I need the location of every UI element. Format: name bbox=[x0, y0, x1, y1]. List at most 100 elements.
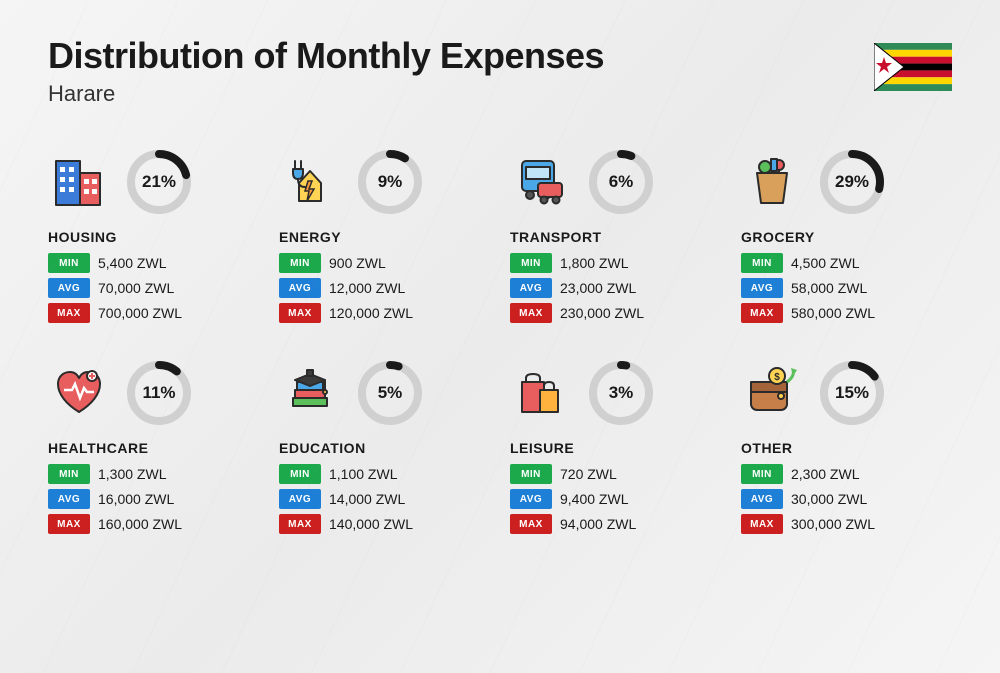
max-badge: MAX bbox=[279, 514, 321, 534]
max-badge: MAX bbox=[48, 514, 90, 534]
percent-label: 3% bbox=[609, 383, 634, 403]
category-name: GROCERY bbox=[741, 229, 952, 245]
svg-text:$: $ bbox=[774, 372, 780, 383]
category-name: EDUCATION bbox=[279, 440, 490, 456]
avg-badge: AVG bbox=[48, 278, 90, 298]
stat-row-avg: AVG 58,000 ZWL bbox=[741, 278, 952, 298]
min-badge: MIN bbox=[510, 464, 552, 484]
percent-label: 6% bbox=[609, 172, 634, 192]
avg-value: 23,000 ZWL bbox=[560, 280, 636, 296]
stat-row-avg: AVG 9,400 ZWL bbox=[510, 489, 721, 509]
category-name: TRANSPORT bbox=[510, 229, 721, 245]
category-card: 9% ENERGY MIN 900 ZWL AVG 12,000 ZWL MAX… bbox=[279, 147, 490, 328]
energy-icon bbox=[279, 151, 341, 213]
avg-badge: AVG bbox=[510, 489, 552, 509]
transport-icon bbox=[510, 151, 572, 213]
stat-row-max: MAX 580,000 ZWL bbox=[741, 303, 952, 323]
avg-badge: AVG bbox=[279, 489, 321, 509]
stat-row-avg: AVG 16,000 ZWL bbox=[48, 489, 259, 509]
stat-row-avg: AVG 70,000 ZWL bbox=[48, 278, 259, 298]
categories-grid: 21% HOUSING MIN 5,400 ZWL AVG 70,000 ZWL… bbox=[48, 147, 952, 539]
min-badge: MIN bbox=[279, 253, 321, 273]
category-name: HOUSING bbox=[48, 229, 259, 245]
min-badge: MIN bbox=[510, 253, 552, 273]
max-badge: MAX bbox=[741, 514, 783, 534]
percent-label: 29% bbox=[835, 172, 869, 192]
percent-label: 21% bbox=[142, 172, 176, 192]
avg-value: 9,400 ZWL bbox=[560, 491, 628, 507]
min-badge: MIN bbox=[741, 253, 783, 273]
min-value: 900 ZWL bbox=[329, 255, 386, 271]
max-badge: MAX bbox=[510, 514, 552, 534]
category-name: OTHER bbox=[741, 440, 952, 456]
avg-value: 70,000 ZWL bbox=[98, 280, 174, 296]
avg-value: 14,000 ZWL bbox=[329, 491, 405, 507]
max-value: 120,000 ZWL bbox=[329, 305, 413, 321]
avg-badge: AVG bbox=[279, 278, 321, 298]
max-badge: MAX bbox=[279, 303, 321, 323]
category-card: 6% TRANSPORT MIN 1,800 ZWL AVG 23,000 ZW… bbox=[510, 147, 721, 328]
max-value: 580,000 ZWL bbox=[791, 305, 875, 321]
percent-ring: 6% bbox=[586, 147, 656, 217]
education-icon bbox=[279, 362, 341, 424]
category-card: 11% HEALTHCARE MIN 1,300 ZWL AVG 16,000 … bbox=[48, 358, 259, 539]
avg-badge: AVG bbox=[48, 489, 90, 509]
other-icon: $ bbox=[741, 362, 803, 424]
min-value: 5,400 ZWL bbox=[98, 255, 166, 271]
avg-value: 16,000 ZWL bbox=[98, 491, 174, 507]
max-value: 94,000 ZWL bbox=[560, 516, 636, 532]
category-name: ENERGY bbox=[279, 229, 490, 245]
stat-row-min: MIN 900 ZWL bbox=[279, 253, 490, 273]
stat-row-max: MAX 300,000 ZWL bbox=[741, 514, 952, 534]
category-card: 21% HOUSING MIN 5,400 ZWL AVG 70,000 ZWL… bbox=[48, 147, 259, 328]
min-value: 4,500 ZWL bbox=[791, 255, 859, 271]
page-subtitle: Harare bbox=[48, 81, 952, 107]
percent-ring: 5% bbox=[355, 358, 425, 428]
stat-row-min: MIN 720 ZWL bbox=[510, 464, 721, 484]
min-badge: MIN bbox=[279, 464, 321, 484]
max-value: 700,000 ZWL bbox=[98, 305, 182, 321]
category-card: $ 15% OTHER MIN 2,300 ZWL AVG 30,000 ZWL… bbox=[741, 358, 952, 539]
percent-ring: 11% bbox=[124, 358, 194, 428]
stat-row-min: MIN 1,800 ZWL bbox=[510, 253, 721, 273]
max-value: 300,000 ZWL bbox=[791, 516, 875, 532]
percent-label: 9% bbox=[378, 172, 403, 192]
leisure-icon bbox=[510, 362, 572, 424]
stat-row-max: MAX 94,000 ZWL bbox=[510, 514, 721, 534]
category-name: HEALTHCARE bbox=[48, 440, 259, 456]
min-value: 1,300 ZWL bbox=[98, 466, 166, 482]
category-card: 3% LEISURE MIN 720 ZWL AVG 9,400 ZWL MAX… bbox=[510, 358, 721, 539]
stat-row-min: MIN 4,500 ZWL bbox=[741, 253, 952, 273]
max-value: 140,000 ZWL bbox=[329, 516, 413, 532]
avg-badge: AVG bbox=[741, 278, 783, 298]
percent-ring: 21% bbox=[124, 147, 194, 217]
housing-icon bbox=[48, 151, 110, 213]
percent-ring: 9% bbox=[355, 147, 425, 217]
avg-badge: AVG bbox=[510, 278, 552, 298]
page-title: Distribution of Monthly Expenses bbox=[48, 35, 952, 77]
header: Distribution of Monthly Expenses Harare bbox=[48, 35, 952, 107]
stat-row-avg: AVG 30,000 ZWL bbox=[741, 489, 952, 509]
min-value: 1,100 ZWL bbox=[329, 466, 397, 482]
stat-row-max: MAX 140,000 ZWL bbox=[279, 514, 490, 534]
stat-row-min: MIN 5,400 ZWL bbox=[48, 253, 259, 273]
stat-row-max: MAX 700,000 ZWL bbox=[48, 303, 259, 323]
avg-badge: AVG bbox=[741, 489, 783, 509]
percent-label: 15% bbox=[835, 383, 869, 403]
stat-row-max: MAX 230,000 ZWL bbox=[510, 303, 721, 323]
percent-ring: 3% bbox=[586, 358, 656, 428]
zimbabwe-flag-icon bbox=[874, 43, 952, 91]
healthcare-icon bbox=[48, 362, 110, 424]
stat-row-min: MIN 1,300 ZWL bbox=[48, 464, 259, 484]
grocery-icon bbox=[741, 151, 803, 213]
max-badge: MAX bbox=[48, 303, 90, 323]
stat-row-min: MIN 1,100 ZWL bbox=[279, 464, 490, 484]
max-badge: MAX bbox=[741, 303, 783, 323]
percent-ring: 29% bbox=[817, 147, 887, 217]
percent-label: 5% bbox=[378, 383, 403, 403]
min-value: 1,800 ZWL bbox=[560, 255, 628, 271]
avg-value: 12,000 ZWL bbox=[329, 280, 405, 296]
stat-row-max: MAX 120,000 ZWL bbox=[279, 303, 490, 323]
min-value: 2,300 ZWL bbox=[791, 466, 859, 482]
max-badge: MAX bbox=[510, 303, 552, 323]
